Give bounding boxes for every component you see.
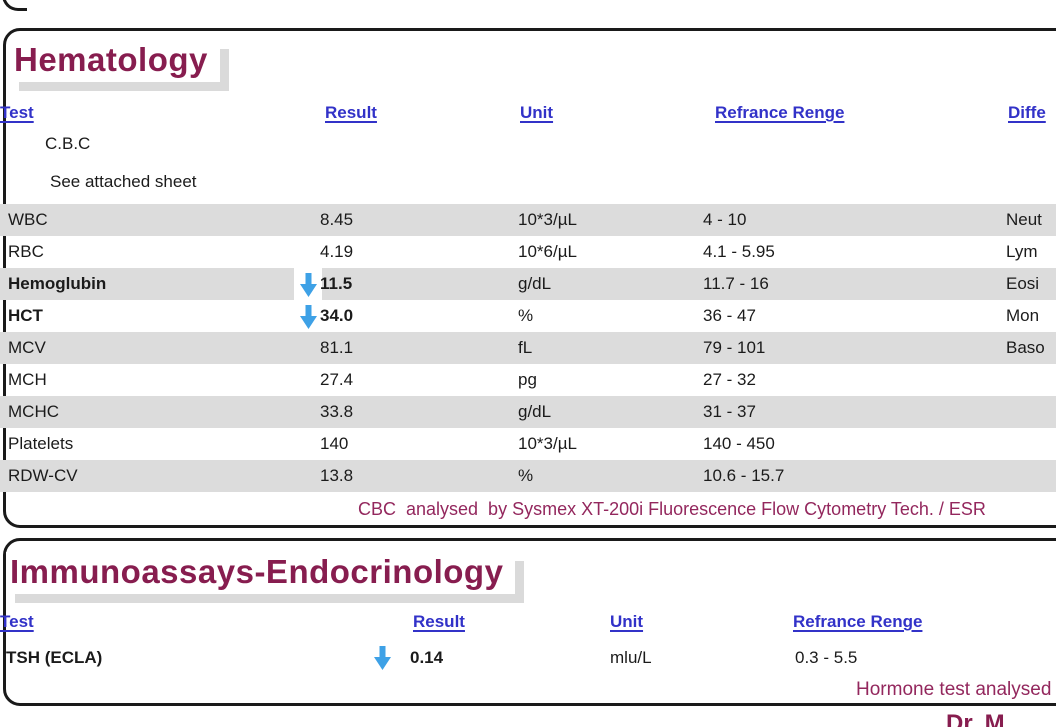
table-row: TSH (ECLA) 0.14 mlu/L 0.3 - 5.5 <box>0 642 1056 674</box>
table-row: MCHC 33.8 g/dL 31 - 37 <box>0 396 1056 428</box>
unit-value: 10*6/µL <box>518 242 577 261</box>
range-value: 140 - 450 <box>703 434 775 453</box>
test-name: Hemoglubin <box>8 274 107 293</box>
differential-label: Neut <box>1006 210 1042 229</box>
range-value: 27 - 32 <box>703 370 756 389</box>
test-name: RDW-CV <box>8 466 78 485</box>
doctor-signature: Dr. M <box>946 710 1005 727</box>
column-header-differential: Diffe <box>1008 103 1046 122</box>
test-name: MCV <box>8 338 46 357</box>
table-row: RBC 4.19 10*6/µL 4.1 - 5.95 Lym <box>0 236 1056 268</box>
table-row: WBC 8.45 10*3/µL 4 - 10 Neut <box>0 204 1056 236</box>
range-value: 31 - 37 <box>703 402 756 421</box>
unit-value: 10*3/µL <box>518 434 577 453</box>
test-name: TSH (ECLA) <box>6 648 103 667</box>
result-value: 0.14 <box>410 648 444 667</box>
result-value: 140 <box>320 434 349 453</box>
result-value: 8.45 <box>320 210 354 229</box>
test-name: MCH <box>8 370 47 389</box>
unit-value: pg <box>518 370 537 389</box>
result-value: 4.19 <box>320 242 354 261</box>
unit-value: g/dL <box>518 274 552 293</box>
unit-value: mlu/L <box>610 648 652 667</box>
test-name: RBC <box>8 242 44 261</box>
hematology-section-title: Hematology <box>10 40 220 82</box>
result-value: 11.5 <box>320 274 353 293</box>
result-value: 81.1 <box>320 338 354 357</box>
table-row: HCT 34.0 % 36 - 47 Mon <box>0 299 1056 334</box>
unit-value: 10*3/µL <box>518 210 577 229</box>
differential-label: Mon <box>1006 306 1040 325</box>
column-header-unit: Unit <box>520 103 554 122</box>
immunoassays-section-box <box>3 538 1056 706</box>
table-row: Platelets 140 10*3/µL 140 - 450 <box>0 428 1056 460</box>
cbc-method-note: CBC analysed by Sysmex XT-200i Fluoresce… <box>358 499 986 519</box>
result-value: 27.4 <box>320 370 354 389</box>
column-header-result: Result <box>413 612 465 631</box>
range-value: 10.6 - 15.7 <box>703 466 785 485</box>
column-header-test: Test <box>0 103 34 122</box>
table-row: MCH 27.4 pg 27 - 32 <box>0 364 1056 396</box>
column-header-test: Test <box>0 612 34 631</box>
test-name: MCHC <box>8 402 59 421</box>
column-header-unit: Unit <box>610 612 644 631</box>
result-value: 33.8 <box>320 402 354 421</box>
range-value: 36 - 47 <box>703 306 756 325</box>
differential-label: Lym <box>1006 242 1038 261</box>
column-header-range: Refrance Renge <box>793 612 923 631</box>
low-result-arrow-icon <box>374 646 391 681</box>
test-name: Platelets <box>8 434 74 453</box>
differential-label: Eosi <box>1006 274 1040 293</box>
unit-value: % <box>518 466 534 485</box>
result-value: 13.8 <box>320 466 354 485</box>
cbc-note: See attached sheet <box>50 172 197 191</box>
low-result-arrow-icon <box>294 267 322 302</box>
table-row: MCV 81.1 fL 79 - 101 Baso <box>0 332 1056 364</box>
low-result-arrow-icon <box>294 299 322 334</box>
table-row: Hemoglubin 11.5 g/dL 11.7 - 16 Eosi <box>0 267 1056 302</box>
range-value: 11.7 - 16 <box>703 274 769 293</box>
previous-section-border-remnant <box>2 0 27 11</box>
table-row: RDW-CV 13.8 % 10.6 - 15.7 <box>0 460 1056 492</box>
range-value: 4.1 - 5.95 <box>703 242 775 261</box>
column-header-result: Result <box>325 103 377 122</box>
unit-value: g/dL <box>518 402 552 421</box>
hormone-method-note: Hormone test analysed <box>856 679 1052 700</box>
range-value: 0.3 - 5.5 <box>795 648 858 667</box>
cbc-label: C.B.C <box>45 134 91 153</box>
unit-value: % <box>518 306 534 325</box>
range-value: 79 - 101 <box>703 338 766 357</box>
unit-value: fL <box>518 338 533 357</box>
test-name: HCT <box>8 306 43 325</box>
test-name: WBC <box>8 210 48 229</box>
range-value: 4 - 10 <box>703 210 747 229</box>
immunoassays-section-title: Immunoassays-Endocrinology <box>6 552 516 594</box>
result-value: 34.0 <box>320 306 354 325</box>
column-header-range: Refrance Renge <box>715 103 845 122</box>
differential-label: Baso <box>1006 338 1045 357</box>
